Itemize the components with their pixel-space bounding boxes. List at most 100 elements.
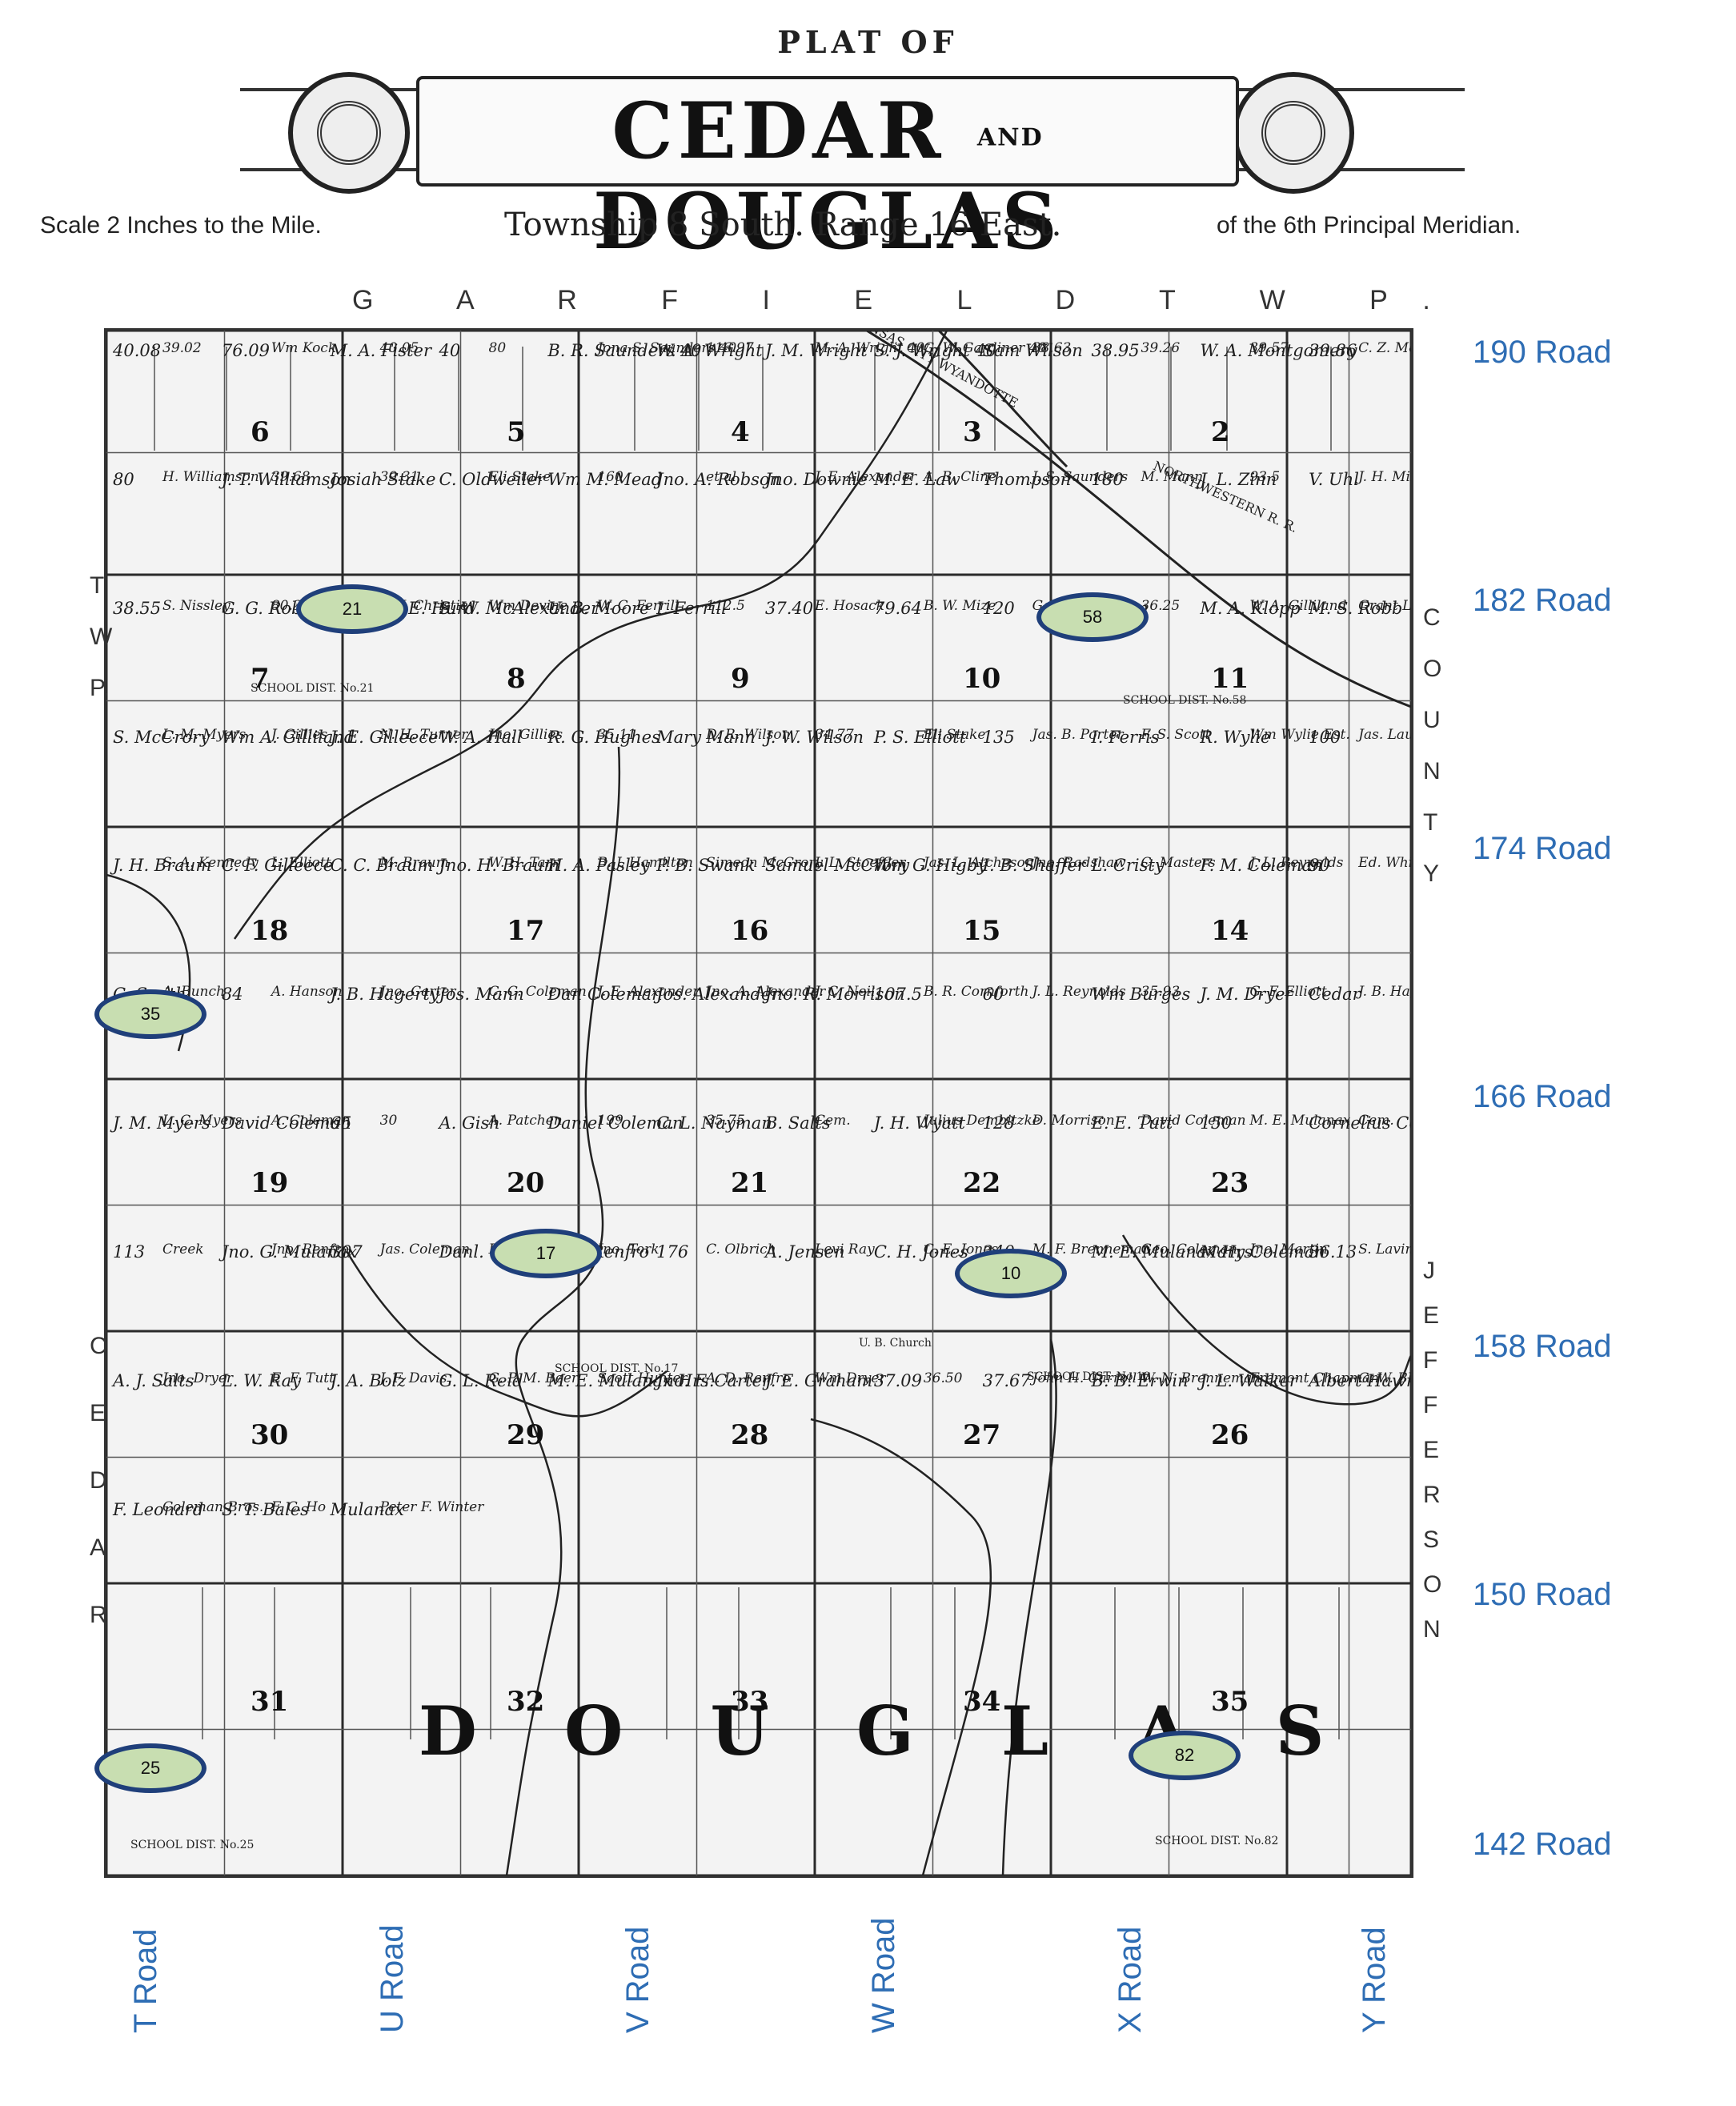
section-number: 10 — [963, 663, 1001, 696]
parcel-label: J. E. Alexander — [597, 984, 700, 1001]
parcel-label: S. McCrory — [113, 727, 210, 747]
parcel-label: 30 — [379, 1113, 398, 1129]
school-district-badge: 35 — [94, 989, 206, 1039]
parcel-label: Wm M. Mead — [547, 469, 663, 489]
parcel-label: 38.95 — [1091, 341, 1140, 360]
parcel-label: J. Gillies — [271, 726, 328, 743]
section-number: 32 — [507, 1685, 545, 1718]
parcel-label: L. Cristy — [1091, 856, 1165, 876]
parcel-label: 34.77 — [815, 726, 854, 743]
school-82-label: SCHOOL DIST. No.82 — [1155, 1835, 1279, 1847]
parcel-label: W. A. Hall — [439, 727, 523, 747]
road-label-horizontal: 158 Road — [1473, 1329, 1612, 1364]
parcel-label: W. A. Montgomery — [1200, 341, 1357, 360]
parcel-label: Jno. Martin — [1249, 1241, 1328, 1258]
parcel-label: C. Z. Montgomery — [1358, 340, 1411, 356]
parcel-label: P. B. Swank — [656, 856, 756, 876]
parcel-label: Wm Dryer — [815, 1370, 886, 1386]
parcel-label: David Coleman — [1141, 1113, 1246, 1129]
parcel-label: 176 — [656, 1242, 689, 1262]
title-banner: CEDAR AND DOUGLAS — [416, 76, 1239, 267]
parcel-label: S. Lavinia Clark — [1358, 1241, 1413, 1258]
section-number: 19 — [251, 1167, 289, 1200]
section-number: 29 — [507, 1419, 545, 1452]
scale-note: Scale 2 Inches to the Mile. — [40, 212, 322, 239]
parcel-label: Jno. Gillies — [488, 726, 563, 743]
parcel-label: M. E. Mulanax Hrs. — [1091, 1242, 1258, 1262]
parcel-label: G. P. M. Beer — [488, 1370, 579, 1386]
parcel-label: J. C. Neil — [815, 984, 876, 1001]
parcel-label: 112.5 — [706, 597, 745, 614]
parcel-label: P. S. Elliott — [873, 727, 967, 747]
parcel-label: 79.64 — [873, 598, 922, 618]
parcel-label: Cornelius Coleman — [1309, 1113, 1411, 1133]
parcel-label: 38.63 — [1032, 340, 1072, 356]
parcel-label: C. Oldweiler — [439, 469, 545, 489]
parcel-label: B. J. Hamilton — [597, 855, 693, 872]
parcel-label: J. H. Wyatt — [873, 1113, 966, 1133]
parcel-label: F. M. Coleman — [1200, 856, 1323, 876]
parcel-label: Cedar — [1309, 985, 1361, 1005]
parcel-label: I. B. Shaffer — [982, 856, 1085, 876]
parcel-label: J. T. Williamson — [221, 469, 351, 489]
parcel-label: et al — [706, 468, 737, 485]
parcel-label: Peter F. Winter — [379, 1498, 484, 1515]
parcel-label: David Coleman — [221, 1113, 351, 1133]
map-linework — [106, 331, 1411, 1875]
parcel-label: C. Olbrich — [706, 1241, 776, 1258]
parcel-label: G. F. Elliott — [1249, 984, 1327, 1001]
section-number: 17 — [507, 915, 545, 948]
parcel-label: J. L. Reynolds — [1032, 984, 1126, 1001]
parcel-label: Mary Mann — [656, 727, 756, 747]
parcel-label: A. Hanson — [271, 984, 343, 1001]
parcel-label: C. F. Gilleece — [221, 856, 334, 876]
parcel-label: S. J. Wright 40 — [873, 341, 997, 360]
parcel-label: E. Hosack — [815, 597, 884, 614]
road-label-vertical: X Road — [1113, 1926, 1148, 2033]
road-label-vertical: Y Road — [1357, 1927, 1392, 2033]
section-number: 21 — [731, 1167, 769, 1200]
parcel-label: Jno. Radshaw — [1032, 855, 1126, 872]
parcel-label: L. W. Ray — [221, 1370, 302, 1390]
parcel-label: B. Salts — [765, 1113, 831, 1133]
section-number: 26 — [1211, 1419, 1249, 1452]
scroll-ornament-right-low — [1225, 168, 1465, 171]
parcel-label: G. W. Gardiner 40 — [923, 340, 1047, 356]
parcel-label: L. Elliott — [271, 855, 331, 872]
parcel-label: M. Braum — [379, 855, 449, 872]
border-west-twp: T W P. — [90, 572, 113, 701]
parcel-label: I. Ferris — [1091, 727, 1160, 747]
parcel-label: 160 — [597, 468, 623, 485]
section-number: 28 — [731, 1419, 769, 1452]
parcel-label: Jona S. Saunders 40 — [597, 340, 737, 356]
parcel-label: B. W. Mize — [923, 597, 996, 614]
parcel-label: 76.09 — [221, 341, 270, 360]
section-number: 14 — [1211, 915, 1249, 948]
township-range: Township 8 South. Range 16 East. — [504, 207, 1062, 243]
school-district-badge: 25 — [94, 1743, 206, 1793]
parcel-label: 80 — [488, 340, 507, 356]
parcel-label: J. M. Dryer — [1200, 985, 1293, 1005]
parcel-label: W. A. Wright — [656, 341, 763, 360]
parcel-label: J. S. Saunders — [1032, 468, 1129, 485]
parcel-label: M. Mann — [1141, 468, 1204, 485]
parcel-label: I. Ferrill — [656, 598, 727, 618]
section-number: 22 — [963, 1167, 1001, 1200]
plat-title: CEDAR AND DOUGLAS — [419, 86, 1236, 267]
parcel-label: B. R. Cornforth — [923, 984, 1029, 1001]
school-10-label: SCHOOL DIST. No.10 — [1027, 1370, 1151, 1383]
parcel-label: Jno. A. Alexander — [706, 984, 826, 1001]
parcel-label: 107.5 — [873, 985, 922, 1005]
section-number: 11 — [1211, 663, 1249, 696]
parcel-label: Wm G. Higby — [873, 856, 988, 876]
parcel-label: M. S. Robb — [1309, 598, 1403, 618]
parcel-label: J. B. Hagerty — [330, 985, 439, 1005]
parcel-label: J. L. Walker — [1200, 1370, 1297, 1390]
rosette-left-icon — [288, 72, 410, 194]
parcel-label: Wm A. Gilliland — [221, 727, 355, 747]
parcel-label: 40 — [439, 341, 461, 360]
parcel-label: Albert Hawn — [1309, 1370, 1413, 1390]
parcel-label: A. Coleman — [271, 1113, 351, 1129]
parcel-label: Fremont Chapman — [1249, 1370, 1380, 1386]
scroll-ornament-right — [1225, 88, 1465, 91]
